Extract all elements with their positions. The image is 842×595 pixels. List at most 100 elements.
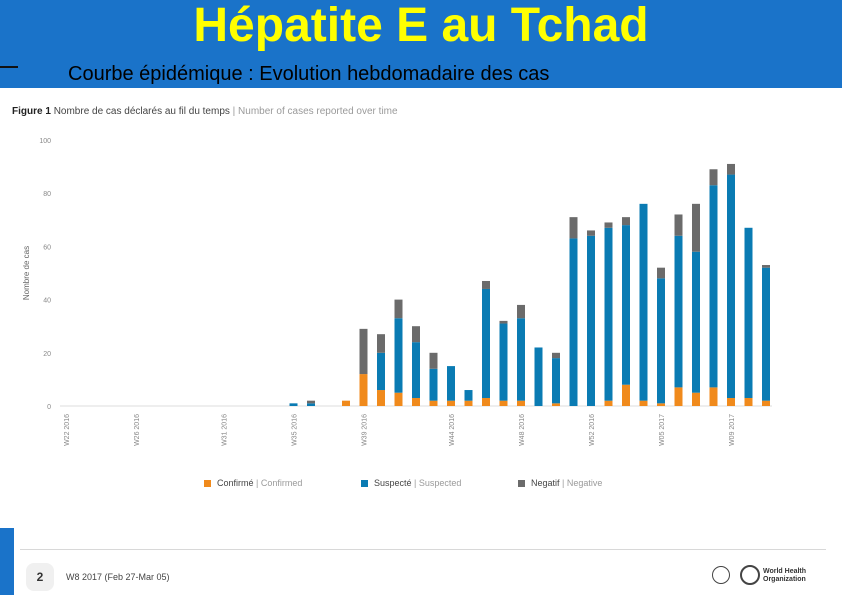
bar-segment-suspected (674, 235, 683, 388)
bar-segment-suspected (569, 238, 578, 406)
figure-title-separator: | (229, 106, 239, 117)
bar-segment-suspected (499, 323, 508, 401)
bar-segment-negative (604, 222, 613, 228)
figure-title: Figure 1 Nombre de cas déclarés au fil d… (12, 106, 398, 117)
bar-segment-negative (587, 230, 595, 236)
x-tick-label: W26 2016 (134, 414, 141, 446)
bar-segment-negative (674, 214, 683, 236)
bar-segment-confirmed (447, 400, 455, 406)
bar-segment-suspected (307, 403, 315, 406)
bar-segment-suspected (552, 358, 560, 404)
x-tick-label: W35 2016 (292, 414, 299, 446)
bar-segment-suspected (534, 347, 543, 406)
x-tick-label: W05 2017 (659, 414, 666, 446)
bar-segment-suspected (464, 390, 473, 401)
left-accent-bar (0, 528, 14, 595)
slide-subtitle: Courbe épidémique : Evolution hebdomadai… (68, 63, 550, 85)
legend-label-fr: Negatif (531, 478, 560, 488)
figure-title-en: Number of cases reported over time (238, 106, 398, 117)
bar-segment-confirmed (639, 400, 648, 406)
page-number: 2 (26, 563, 54, 591)
bar-segment-confirmed (622, 384, 630, 406)
legend-label-en: | Confirmed (254, 478, 303, 488)
bar-segment-confirmed (762, 400, 770, 406)
bar-segment-suspected (639, 203, 648, 401)
bar-segment-suspected (412, 342, 420, 399)
x-tick-label: W09 2017 (729, 414, 736, 446)
bar-segment-confirmed (429, 400, 438, 406)
bar-segment-confirmed (709, 387, 718, 406)
bar-segment-confirmed (692, 392, 700, 406)
legend-label-en: | Suspected (412, 478, 462, 488)
bar-segment-negative (622, 217, 630, 226)
bar-segment-negative (429, 352, 438, 369)
bar-segment-confirmed (517, 400, 525, 406)
bar-segment-negative (657, 267, 665, 279)
bar-segment-suspected (394, 318, 403, 393)
bar-segment-negative (569, 217, 578, 239)
bar-segment-negative (482, 280, 490, 289)
bar-segment-confirmed (604, 400, 613, 406)
bar-segment-suspected (709, 185, 718, 388)
bar-segment-confirmed (482, 398, 490, 406)
y-tick-label: 80 (43, 191, 51, 198)
bar-segment-negative (517, 304, 525, 319)
bar-segment-confirmed (342, 400, 350, 406)
who-org-line2: Organization (763, 576, 806, 583)
bar-segment-suspected (762, 267, 770, 401)
figure-title-fr: Nombre de cas déclarés au fil du temps (53, 106, 230, 117)
epidemic-curve-chart: Nombre de cas 0 20 40 60 80 100 W22 2016 W26 201… (22, 138, 772, 488)
legend-swatch (361, 480, 368, 487)
legend-label: Suspecté | Suspected (374, 478, 461, 488)
x-tick-label: W31 2016 (222, 414, 229, 446)
x-tick-label: W39 2016 (362, 414, 369, 446)
bar-segment-confirmed (552, 403, 560, 406)
bar-segment-negative (307, 400, 315, 404)
bar-segment-confirmed (464, 400, 473, 406)
footer-week-text: W8 2017 (Feb 27-Mar 05) (66, 572, 170, 582)
legend-label-fr: Confirmé (217, 478, 254, 488)
x-tick-label: W48 2016 (519, 414, 526, 446)
emblem-icon (712, 566, 730, 584)
legend-label: Negatif | Negative (531, 478, 602, 488)
bar-segment-suspected (604, 227, 613, 401)
bar-segment-confirmed (377, 390, 385, 406)
bar-segment-suspected (429, 368, 438, 401)
who-globe-icon (740, 565, 760, 585)
bar-segment-negative (709, 169, 718, 186)
y-tick-label: 0 (47, 404, 51, 411)
legend-label-fr: Suspecté (374, 478, 412, 488)
bar-segment-negative (552, 352, 560, 359)
header-divider (0, 66, 18, 68)
slide-header (0, 0, 842, 88)
bar-segment-negative (499, 320, 508, 324)
x-tick-label: W52 2016 (589, 414, 596, 446)
y-tick-label: 100 (39, 138, 51, 145)
who-org-line1: World Health (763, 568, 807, 575)
bar-segment-suspected (727, 174, 735, 399)
bar-segment-suspected (447, 366, 455, 401)
slide-title: Hépatite E au Tchad (193, 0, 649, 52)
bar-segment-suspected (517, 318, 525, 401)
who-org-name: World Health Organization (763, 568, 806, 584)
bar-segment-confirmed (657, 403, 665, 406)
bar-segment-negative (394, 299, 403, 319)
bar-segment-negative (359, 328, 368, 375)
y-tick-label: 60 (43, 244, 51, 251)
bar-segment-negative (727, 163, 735, 175)
figure-label: Figure 1 (12, 106, 51, 117)
bar-segment-negative (412, 326, 420, 343)
bar-segment-confirmed (499, 400, 508, 406)
bar-segment-suspected (692, 251, 700, 393)
footer-divider (20, 549, 826, 550)
bar-segment-confirmed (674, 387, 683, 406)
bar-segment-negative (762, 265, 770, 268)
bar-segment-suspected (587, 235, 595, 406)
x-tick-label: W22 2016 (64, 414, 71, 446)
bar-segment-negative (377, 334, 385, 353)
bar-segment-suspected (744, 227, 753, 399)
bar-segment-negative (692, 203, 700, 252)
x-tick-label: W44 2016 (449, 414, 456, 446)
bar-segment-suspected (482, 288, 490, 399)
y-tick-label: 20 (43, 351, 51, 358)
